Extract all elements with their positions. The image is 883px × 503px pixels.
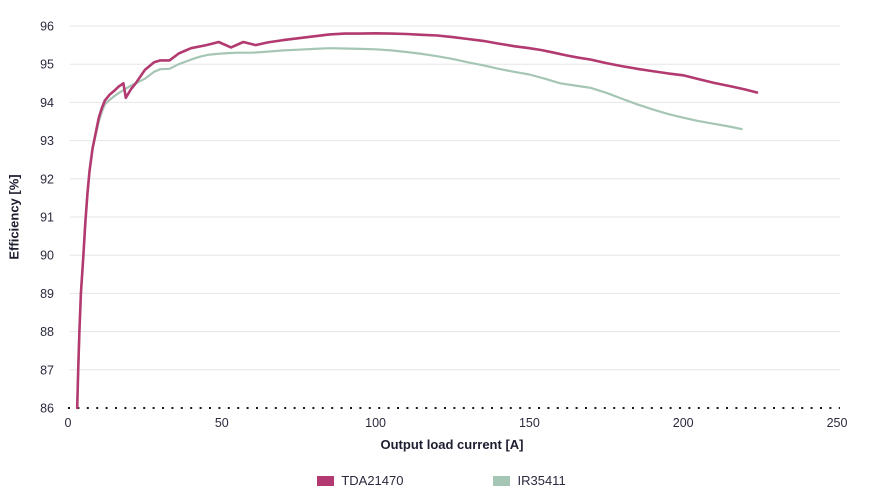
x-tick-label: 0	[65, 416, 72, 430]
y-tick-label: 89	[40, 287, 54, 301]
x-tick-label: 50	[215, 416, 229, 430]
y-tick-label: 92	[40, 172, 54, 186]
x-axis-title: Output load current [A]	[380, 437, 524, 452]
y-tick-label: 90	[40, 249, 54, 263]
y-tick-label: 96	[40, 20, 54, 34]
y-tick-label: 86	[40, 402, 54, 416]
x-tick-label: 100	[365, 416, 386, 430]
y-tick-label: 95	[40, 58, 54, 72]
legend-item-tda21470: TDA21470	[317, 473, 403, 488]
legend: TDA21470 IR35411	[0, 473, 883, 488]
y-tick-label: 91	[40, 211, 54, 225]
ir35411-color-swatch-icon	[493, 475, 511, 486]
tda21470-color-swatch-icon	[317, 475, 335, 486]
legend-label-tda21470: TDA21470	[341, 473, 404, 488]
legend-label-ir35411: IR35411	[517, 473, 566, 488]
x-tick-label: 250	[827, 416, 848, 430]
y-axis-title: Efficiency [%]	[6, 174, 22, 260]
x-tick-label: 200	[673, 416, 694, 430]
y-tick-label: 94	[40, 96, 54, 110]
legend-item-ir35411: IR35411	[493, 473, 566, 488]
x-tick-label: 150	[519, 416, 540, 430]
y-tick-label: 93	[40, 134, 54, 148]
y-tick-label: 87	[40, 363, 54, 377]
y-tick-label: 88	[40, 325, 54, 339]
series-line-tda21470	[75, 31, 759, 410]
